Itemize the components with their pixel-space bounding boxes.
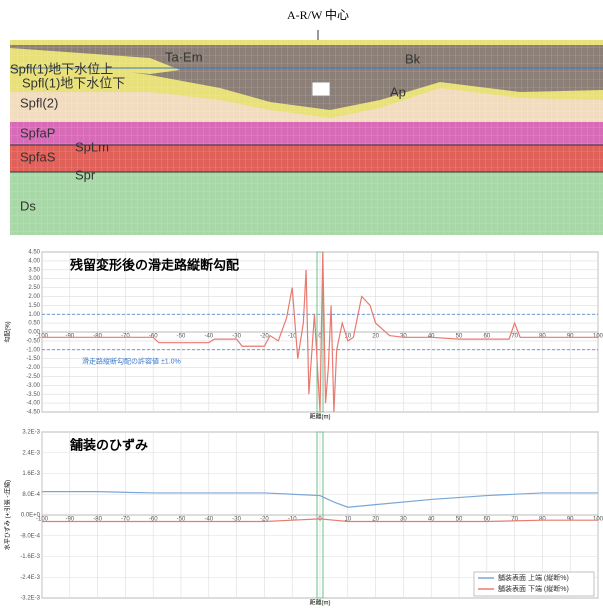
x-tick-label: -40 [204, 334, 213, 340]
y-tick-label: 3.00 [28, 276, 40, 282]
y-tick-label: 2.00 [28, 294, 40, 300]
layer-label: Bk [405, 51, 421, 66]
y-tick-label: 0.50 [28, 321, 40, 327]
legend-label: 舗装表面 上端 (縦断%) [498, 573, 569, 582]
y-tick-label: -1.00 [26, 347, 40, 353]
y-tick-label: 2.50 [28, 285, 40, 291]
x-tick-label: 90 [567, 334, 574, 340]
layer-label: Ds [20, 198, 36, 213]
x-tick-label: 100 [593, 517, 603, 523]
layer-label: Spfl(1)地下水位下 [22, 75, 125, 90]
y-tick-label: 4.50 [28, 250, 40, 256]
section-title: A-R/W 中心 [287, 7, 349, 22]
x-tick-label: 70 [511, 517, 518, 523]
y-tick-label: -8.0E-4 [20, 533, 40, 539]
y-axis-label: 勾配(%) [4, 321, 12, 342]
x-axis-label: 距離(m) [310, 413, 331, 421]
x-tick-label: -50 [177, 334, 186, 340]
layer-label: Ap [390, 84, 406, 99]
y-tick-label: -2.50 [26, 374, 40, 380]
x-tick-label: -60 [149, 334, 158, 340]
y-tick-label: -2.00 [26, 365, 40, 371]
x-tick-label: 90 [567, 517, 574, 523]
x-tick-label: 100 [593, 334, 603, 340]
y-tick-label: -2.4E-3 [20, 575, 40, 581]
x-tick-label: -70 [121, 334, 130, 340]
layer-label: SpfaP [20, 125, 55, 140]
y-tick-label: -3.00 [26, 383, 40, 389]
y-tick-label: -4.50 [26, 410, 40, 416]
x-tick-label: 40 [428, 334, 435, 340]
y-tick-label: 4.00 [28, 258, 40, 264]
x-tick-label: 70 [511, 334, 518, 340]
figure: A-R/W 中心 Ta·Em Bk Spfl(1)地下水位上 Spfl(1)地下… [0, 0, 603, 608]
x-axis-label: 距離(m) [310, 599, 331, 607]
chart-title: 舗装のひずみ [69, 437, 148, 452]
y-axis-label: 水平ひずみ (+:引張 -:圧縮) [4, 480, 12, 550]
y-tick-label: -3.50 [26, 392, 40, 398]
y-tick-label: 2.4E-3 [22, 450, 40, 456]
layer-label: Spfl(1)地下水位上 [10, 61, 113, 76]
x-tick-label: 80 [539, 334, 546, 340]
x-tick-label: 20 [372, 334, 379, 340]
layer-label: Spfl(2) [20, 95, 58, 110]
x-tick-label: -90 [65, 334, 74, 340]
y-tick-label: 3.2E-3 [22, 430, 40, 436]
y-tick-label: -1.50 [26, 356, 40, 362]
y-tick-label: -3.2E-3 [20, 596, 40, 602]
layer-label: Ta·Em [165, 49, 203, 64]
y-tick-label: 1.00 [28, 312, 40, 318]
y-tick-label: 3.50 [28, 267, 40, 273]
y-tick-label: 1.50 [28, 303, 40, 309]
y-tick-label: 1.6E-3 [22, 471, 40, 477]
x-tick-label: 80 [539, 517, 546, 523]
chart-title: 残留変形後の滑走路縦断勾配 [70, 257, 239, 272]
legend-label: 舗装表面 下端 (縦断%) [498, 584, 569, 593]
x-tick-label: -100 [36, 334, 49, 340]
x-tick-label: -80 [93, 334, 102, 340]
layer-label: Spr [75, 167, 96, 182]
cross-section: A-R/W 中心 Ta·Em Bk Spfl(1)地下水位上 Spfl(1)地下… [10, 7, 603, 235]
y-tick-label: -4.00 [26, 401, 40, 407]
layer-label: SpfaS [20, 149, 56, 164]
annotation: 滑走路縦断勾配の許容値 ±1.0% [82, 357, 181, 366]
y-tick-label: -1.6E-3 [20, 554, 40, 560]
y-tick-label: 8.0E-4 [22, 492, 40, 498]
layer-label: SpLm [75, 139, 109, 154]
